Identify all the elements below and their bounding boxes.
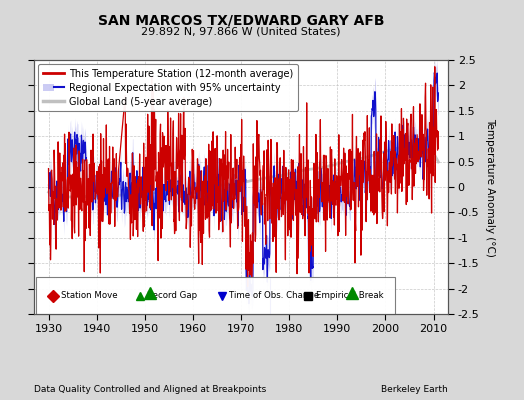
Text: Time of Obs. Change: Time of Obs. Change [229,291,319,300]
Text: 29.892 N, 97.866 W (United States): 29.892 N, 97.866 W (United States) [141,26,341,36]
Text: Empirical Break: Empirical Break [315,291,383,300]
Text: Berkeley Earth: Berkeley Earth [381,386,448,394]
Text: Record Gap: Record Gap [147,291,198,300]
FancyBboxPatch shape [37,278,395,314]
Text: SAN MARCOS TX/EDWARD GARY AFB: SAN MARCOS TX/EDWARD GARY AFB [98,14,384,28]
Text: Station Move: Station Move [61,291,117,300]
Text: Data Quality Controlled and Aligned at Breakpoints: Data Quality Controlled and Aligned at B… [34,386,266,394]
Legend: This Temperature Station (12-month average), Regional Expectation with 95% uncer: This Temperature Station (12-month avera… [38,64,298,111]
Y-axis label: Temperature Anomaly (°C): Temperature Anomaly (°C) [485,118,495,256]
